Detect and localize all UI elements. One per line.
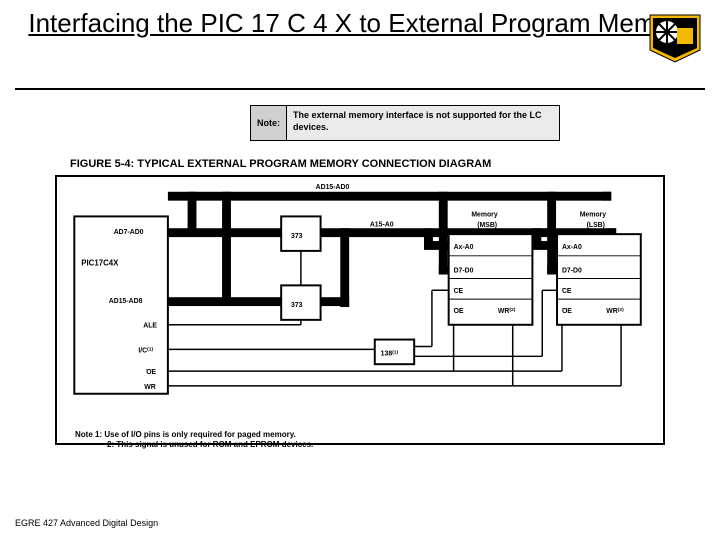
svg-text:AD15-AD8: AD15-AD8 — [109, 298, 143, 305]
figure-label: FIGURE 5-4: TYPICAL EXTERNAL PROGRAM MEM… — [70, 158, 491, 170]
svg-text:D7-D0: D7-D0 — [562, 268, 582, 275]
svg-text:AD7-AD0: AD7-AD0 — [114, 229, 144, 236]
note-text: The external memory interface is not sup… — [287, 106, 559, 140]
svg-text:(LSB): (LSB) — [587, 222, 605, 229]
svg-text:OE: OE — [562, 308, 572, 315]
svg-text:WR: WR — [144, 384, 155, 391]
svg-text:D7-D0: D7-D0 — [454, 268, 474, 275]
footnote-1: Note 1: Use of I/O pins is only required… — [75, 430, 313, 440]
pic-title: PIC17C4X — [81, 259, 119, 268]
svg-text:OE: OE — [454, 308, 464, 315]
svg-text:CE: CE — [454, 288, 464, 295]
svg-text:373: 373 — [291, 302, 303, 309]
footnotes: Note 1: Use of I/O pins is only required… — [75, 430, 313, 451]
footnote-2: 2: This signal is unused for ROM and EPR… — [75, 440, 313, 450]
footer: EGRE 427 Advanced Digital Design — [15, 518, 158, 528]
note-box: Note: The external memory interface is n… — [250, 105, 560, 141]
svg-text:ALE: ALE — [143, 323, 157, 330]
svg-text:Ax-A0: Ax-A0 — [562, 244, 582, 251]
note-label: Note: — [251, 106, 287, 140]
svg-text:AD15-AD0: AD15-AD0 — [316, 184, 350, 191]
page-title: Interfacing the PIC 17 C 4 X to External… — [15, 0, 705, 39]
svg-text:(MSB): (MSB) — [477, 222, 497, 229]
svg-text:A15-A0: A15-A0 — [370, 221, 394, 228]
svg-text:OE: OE — [146, 369, 156, 376]
svg-text:Memory: Memory — [471, 211, 498, 218]
connection-diagram: PIC17C4X AD7-AD0 AD15-AD8 ALE I/C(1) OE … — [55, 175, 665, 445]
svg-text:CE: CE — [562, 288, 572, 295]
logo — [645, 10, 705, 65]
svg-text:Memory: Memory — [580, 211, 607, 218]
header: Interfacing the PIC 17 C 4 X to External… — [15, 0, 705, 90]
svg-text:373: 373 — [291, 233, 303, 240]
svg-text:Ax-A0: Ax-A0 — [454, 244, 474, 251]
